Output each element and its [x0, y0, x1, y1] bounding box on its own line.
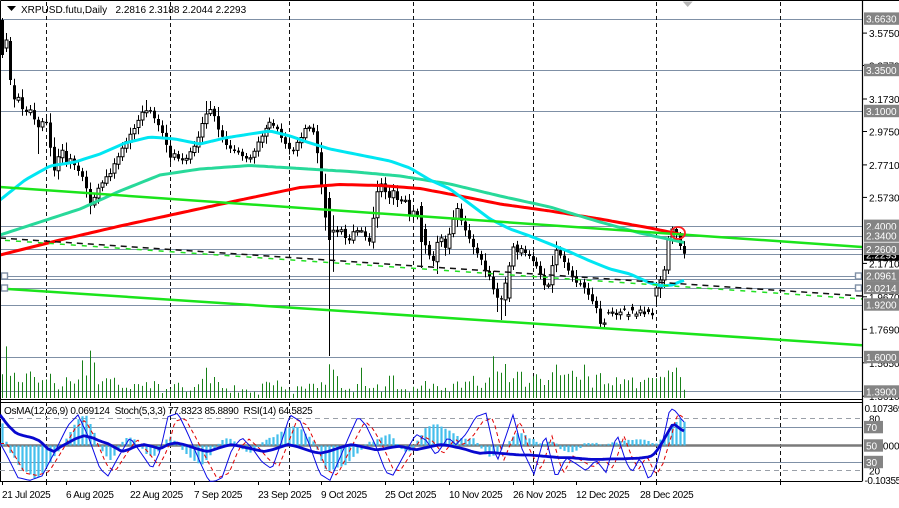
svg-text:7 Sep 2025: 7 Sep 2025 [194, 490, 243, 501]
svg-text:XRPUSD.futu,Daily 2.2816 2.3: XRPUSD.futu,Daily 2.2816 2.3188 2.2044 2… [21, 5, 247, 16]
svg-text:1.9200: 1.9200 [866, 301, 897, 312]
svg-text:2.2293: 2.2293 [866, 251, 897, 262]
svg-text:21 Jul 2025: 21 Jul 2025 [2, 490, 51, 501]
svg-text:2.3400: 2.3400 [866, 232, 897, 243]
svg-text:OsMA(12,26,9) 0.069124 Stoch(: OsMA(12,26,9) 0.069124 Stoch(5,3,3) 77.8… [4, 406, 313, 417]
svg-text:80: 80 [869, 414, 881, 425]
svg-text:30: 30 [866, 458, 878, 469]
svg-text:2.1710: 2.1710 [869, 259, 899, 270]
svg-text:0.107369: 0.107369 [865, 404, 899, 415]
svg-text:3.6630: 3.6630 [866, 15, 897, 26]
svg-text:2.4000: 2.4000 [866, 222, 897, 233]
svg-text:2.7710: 2.7710 [869, 161, 899, 172]
svg-text:1.7690: 1.7690 [869, 325, 899, 336]
svg-text:3.1730: 3.1730 [869, 95, 899, 106]
svg-text:10 Nov 2025: 10 Nov 2025 [449, 490, 503, 501]
svg-text:26 Nov 2025: 26 Nov 2025 [513, 490, 567, 501]
svg-text:0.0000: 0.0000 [869, 442, 899, 453]
svg-text:9 Oct 2025: 9 Oct 2025 [321, 490, 368, 501]
svg-text:25 Oct 2025: 25 Oct 2025 [385, 490, 437, 501]
svg-text:6 Aug 2025: 6 Aug 2025 [66, 490, 114, 501]
svg-text:1.3610: 1.3610 [869, 392, 899, 403]
svg-text:1.3900: 1.3900 [866, 388, 897, 399]
svg-text:23 Sep 2025: 23 Sep 2025 [258, 490, 312, 501]
svg-text:12 Dec 2025: 12 Dec 2025 [576, 490, 630, 501]
svg-text:28 Dec 2025: 28 Dec 2025 [640, 490, 694, 501]
svg-text:2.0961: 2.0961 [866, 272, 897, 283]
svg-text:20: 20 [869, 467, 881, 478]
svg-text:70: 70 [866, 423, 878, 434]
svg-text:3.1000: 3.1000 [866, 107, 897, 118]
svg-text:2.2600: 2.2600 [866, 245, 897, 256]
svg-text:2.5730: 2.5730 [869, 193, 899, 204]
svg-text:3.5750: 3.5750 [869, 29, 899, 40]
svg-text:2.9750: 2.9750 [869, 128, 899, 139]
svg-text:22 Aug 2025: 22 Aug 2025 [130, 490, 184, 501]
svg-text:1.6000: 1.6000 [866, 353, 897, 364]
svg-text:2.0214: 2.0214 [866, 284, 897, 295]
svg-text:3.3500: 3.3500 [866, 66, 897, 77]
svg-text:50: 50 [866, 442, 878, 453]
svg-text:-0.10355: -0.10355 [865, 476, 899, 487]
svg-text:1.5650: 1.5650 [869, 359, 899, 370]
